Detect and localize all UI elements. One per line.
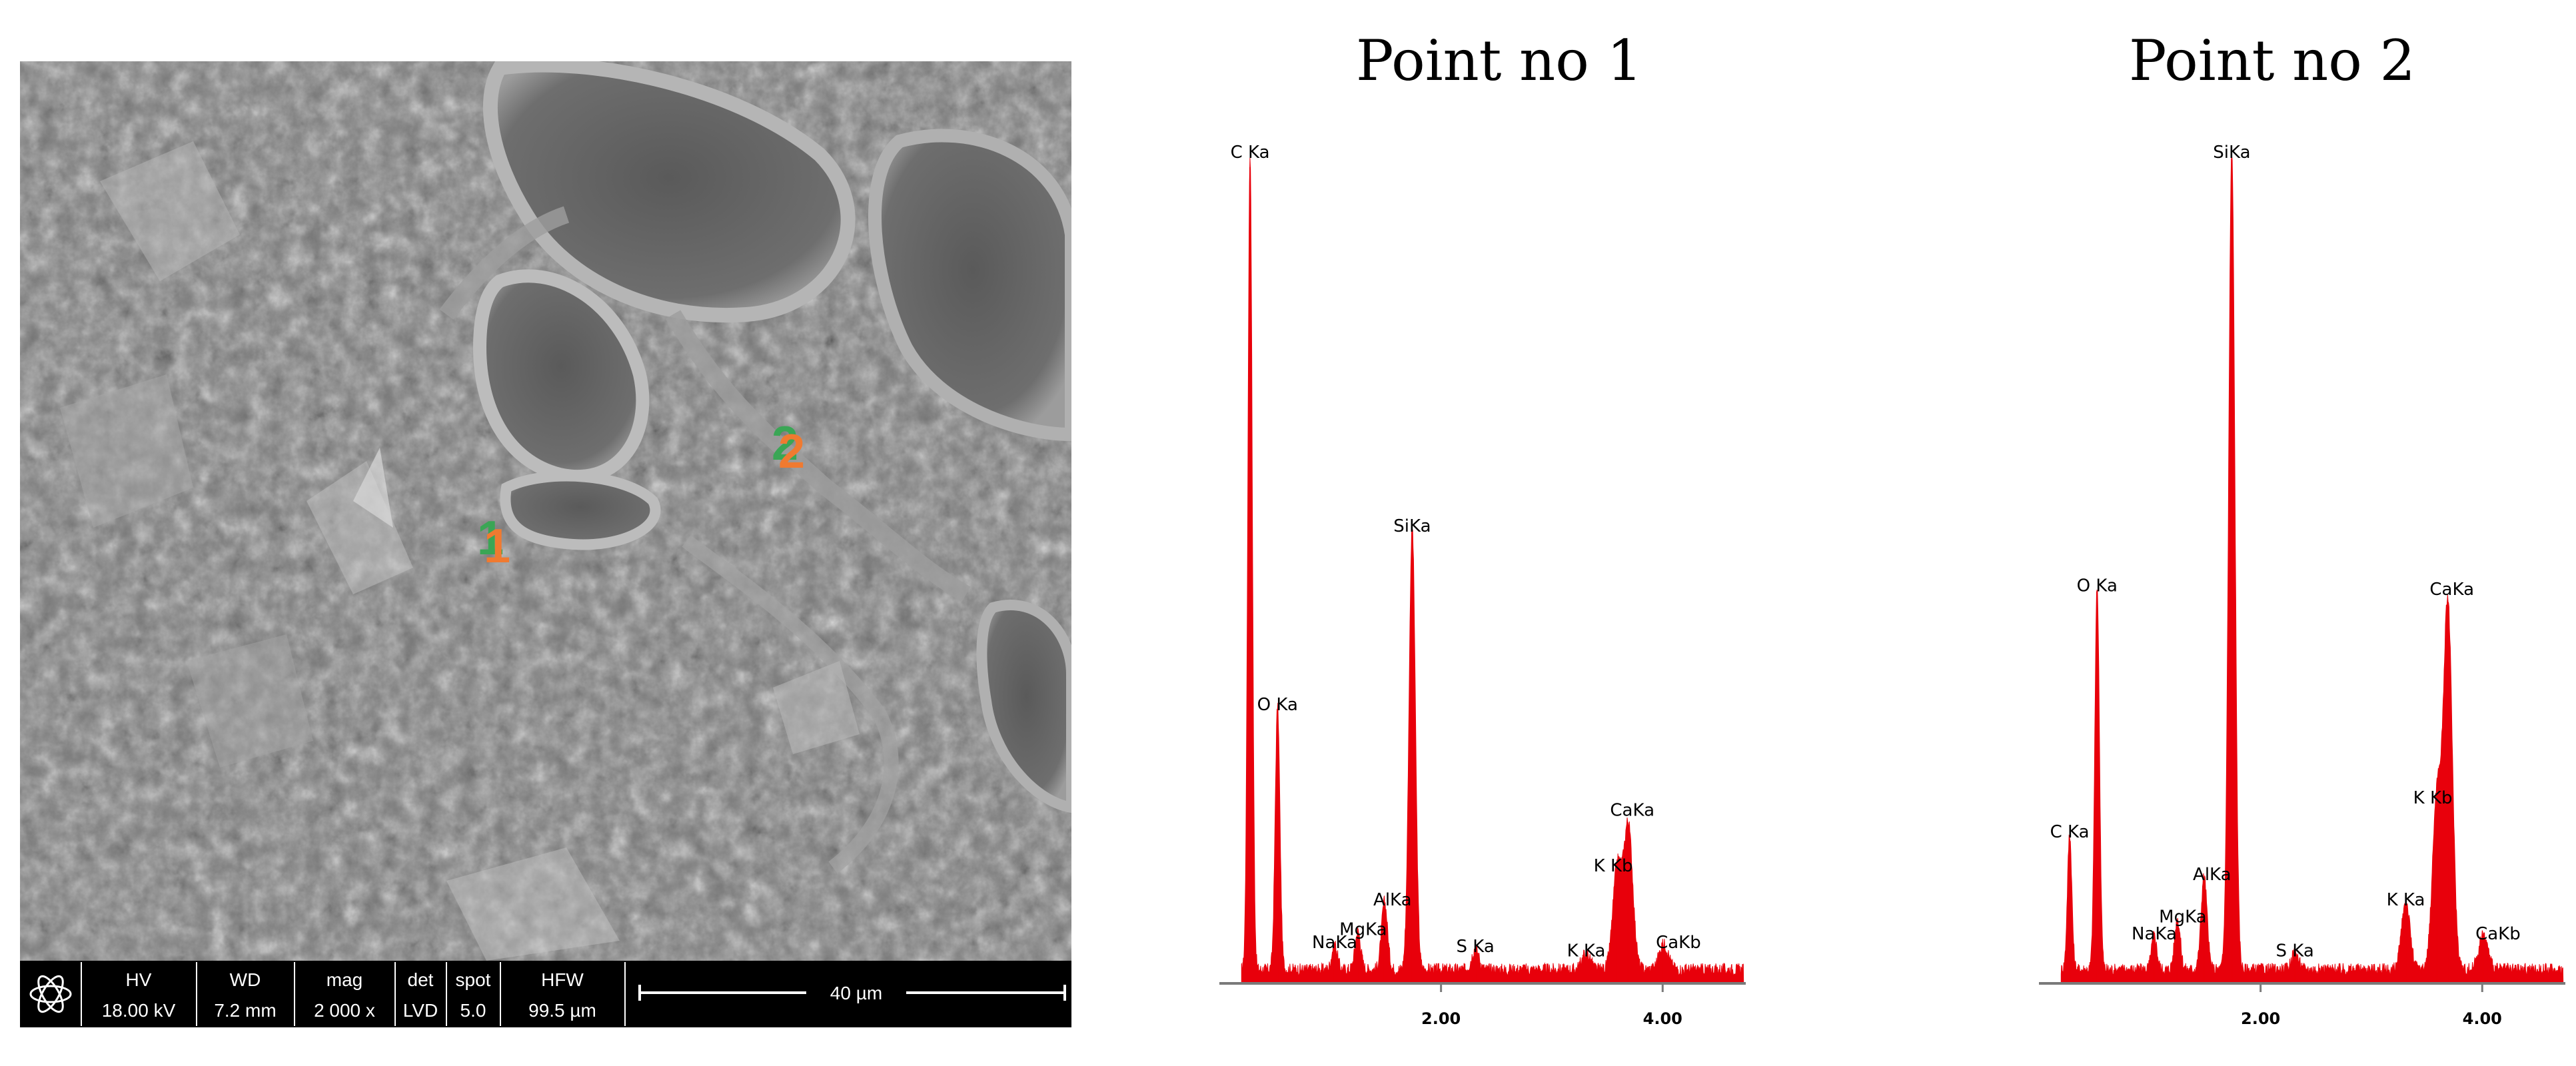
peak-label-mgka: MgKa <box>2159 907 2206 927</box>
x-tick-label: 2.00 <box>1421 1009 1461 1028</box>
peak-label-c-ka: C Ka <box>1231 143 1270 163</box>
peak-label-o-ka: O Ka <box>2077 576 2118 596</box>
x-axis: 2.00 4.00 <box>2039 982 2565 1028</box>
info-value-hv: 18.00 kV <box>102 1000 176 1021</box>
info-header-spot: spot <box>456 969 491 990</box>
spectrum-trace <box>1241 157 1744 983</box>
info-header-wd: WD <box>230 969 261 990</box>
peak-label-cakb: CaKb <box>1656 933 1701 953</box>
info-header-hfw: HFW <box>541 969 584 990</box>
fei-logo-icon <box>29 975 72 1013</box>
sem-marker-2: 2 2 <box>772 417 805 478</box>
info-header-hv: HV <box>126 969 152 990</box>
sem-marker-1: 1 1 <box>477 512 510 573</box>
info-value-spot: 5.0 <box>460 1000 486 1021</box>
spectrum-trace <box>2060 155 2564 983</box>
chart-title: Point no 1 <box>1356 28 1642 93</box>
peak-label-alka: AlKa <box>2193 865 2232 885</box>
spectrum-series <box>1241 157 1744 983</box>
sem-image-area <box>20 61 1071 961</box>
spectrum-series <box>2060 155 2564 983</box>
sem-micrograph: 1 1 2 2 HV WD mag det spot HFW 18.00 kV … <box>20 61 1071 1027</box>
peak-label-s-ka: S Ka <box>1457 937 1495 957</box>
chart-title: Point no 2 <box>2129 28 2415 93</box>
peak-label-caka: CaKa <box>1610 800 1654 820</box>
peak-label-naka: NaKa <box>1312 933 1357 953</box>
info-header-mag: mag <box>326 969 362 990</box>
x-tick-label: 2.00 <box>2241 1009 2280 1028</box>
info-value-wd: 7.2 mm <box>214 1000 276 1021</box>
info-value-mag: 2 000 x <box>314 1000 375 1021</box>
peak-label-alka: AlKa <box>1373 890 1412 910</box>
peak-label-k-kb: K Kb <box>1594 856 1633 876</box>
x-tick-label: 4.00 <box>1643 1009 1682 1028</box>
marker-2-shadow: 2 <box>772 417 798 470</box>
x-tick-label: 4.00 <box>2463 1009 2502 1028</box>
sem-info-bar: HV WD mag det spot HFW 18.00 kV 7.2 mm 2… <box>20 961 1071 1027</box>
info-header-det: det <box>408 969 434 990</box>
peak-label-mgka: MgKa <box>1339 920 1387 940</box>
info-value-det: LVD <box>403 1000 438 1021</box>
peak-label-k-ka: K Ka <box>2387 890 2425 910</box>
peak-label-k-ka: K Ka <box>1567 941 1606 961</box>
peak-label-sika: SiKa <box>2213 143 2250 163</box>
peak-label-cakb: CaKb <box>2475 924 2521 944</box>
info-value-hfw: 99.5 µm <box>528 1000 596 1021</box>
peak-label-caka: CaKa <box>2429 580 2474 600</box>
x-axis: 2.00 4.00 <box>1219 982 1746 1028</box>
peak-label-naka: NaKa <box>2132 924 2177 944</box>
peak-label-o-ka: O Ka <box>1257 695 1298 715</box>
peak-label-k-kb: K Kb <box>2413 788 2453 808</box>
peak-label-s-ka: S Ka <box>2276 941 2314 961</box>
scale-bar-label: 40 µm <box>830 983 882 1003</box>
peak-label-c-ka: C Ka <box>2050 822 2090 842</box>
marker-2-label: 2 <box>778 425 805 478</box>
marker-1-label: 1 <box>484 520 510 573</box>
marker-1-shadow: 1 <box>477 512 504 565</box>
scale-bar: 40 µm <box>638 979 1066 1006</box>
peak-label-sika: SiKa <box>1393 516 1431 536</box>
